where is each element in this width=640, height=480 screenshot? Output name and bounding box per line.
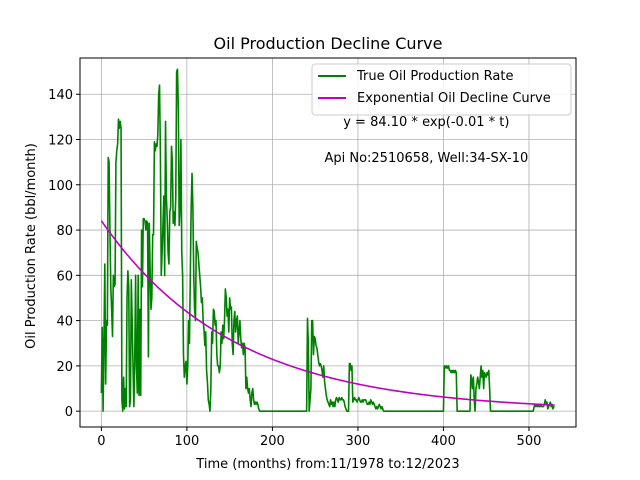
plot-frame	[79, 57, 577, 428]
x-tick-label: 500	[517, 434, 542, 449]
y-tick-label: 0	[65, 405, 73, 420]
x-tick-label: 0	[97, 434, 105, 449]
x-axis-label: Time (months) from:11/1978 to:12/2023	[195, 457, 459, 472]
legend-box	[311, 63, 572, 116]
y-tick-label: 20	[56, 360, 73, 375]
y-tick-label: 60	[56, 269, 73, 284]
series-exponential-decline-curve	[100, 220, 555, 406]
series-true-oil-production-rate	[100, 68, 555, 412]
legend: True Oil Production Rate Exponential Oil…	[311, 63, 572, 116]
y-tick-label: 100	[48, 179, 73, 194]
legend-label-decline-curve: Exponential Oil Decline Curve	[357, 91, 551, 106]
well-annotation: Api No:2510658, Well:34-SX-10	[324, 151, 528, 166]
y-axis-label: Oil Production Rate (bbl/month)	[24, 143, 39, 349]
equation-annotation: y = 84.10 * exp(-0.01 * t)	[343, 115, 509, 130]
series-layer	[100, 68, 555, 412]
legend-label-true-rate: True Oil Production Rate	[356, 69, 513, 84]
y-tick-label: 40	[56, 315, 73, 330]
x-tick-label: 400	[431, 434, 456, 449]
x-tick-label: 200	[260, 434, 285, 449]
x-tick-label: 100	[174, 434, 199, 449]
y-tick-label: 120	[48, 133, 73, 148]
axis-ticks: 0 100 200 300 400 500 0 20 40 60 80 100 120 140	[48, 88, 541, 449]
chart-title: Oil Production Decline Curve	[214, 34, 443, 53]
y-tick-label: 80	[56, 224, 73, 239]
x-tick-label: 300	[346, 434, 371, 449]
y-tick-label: 140	[48, 88, 73, 103]
